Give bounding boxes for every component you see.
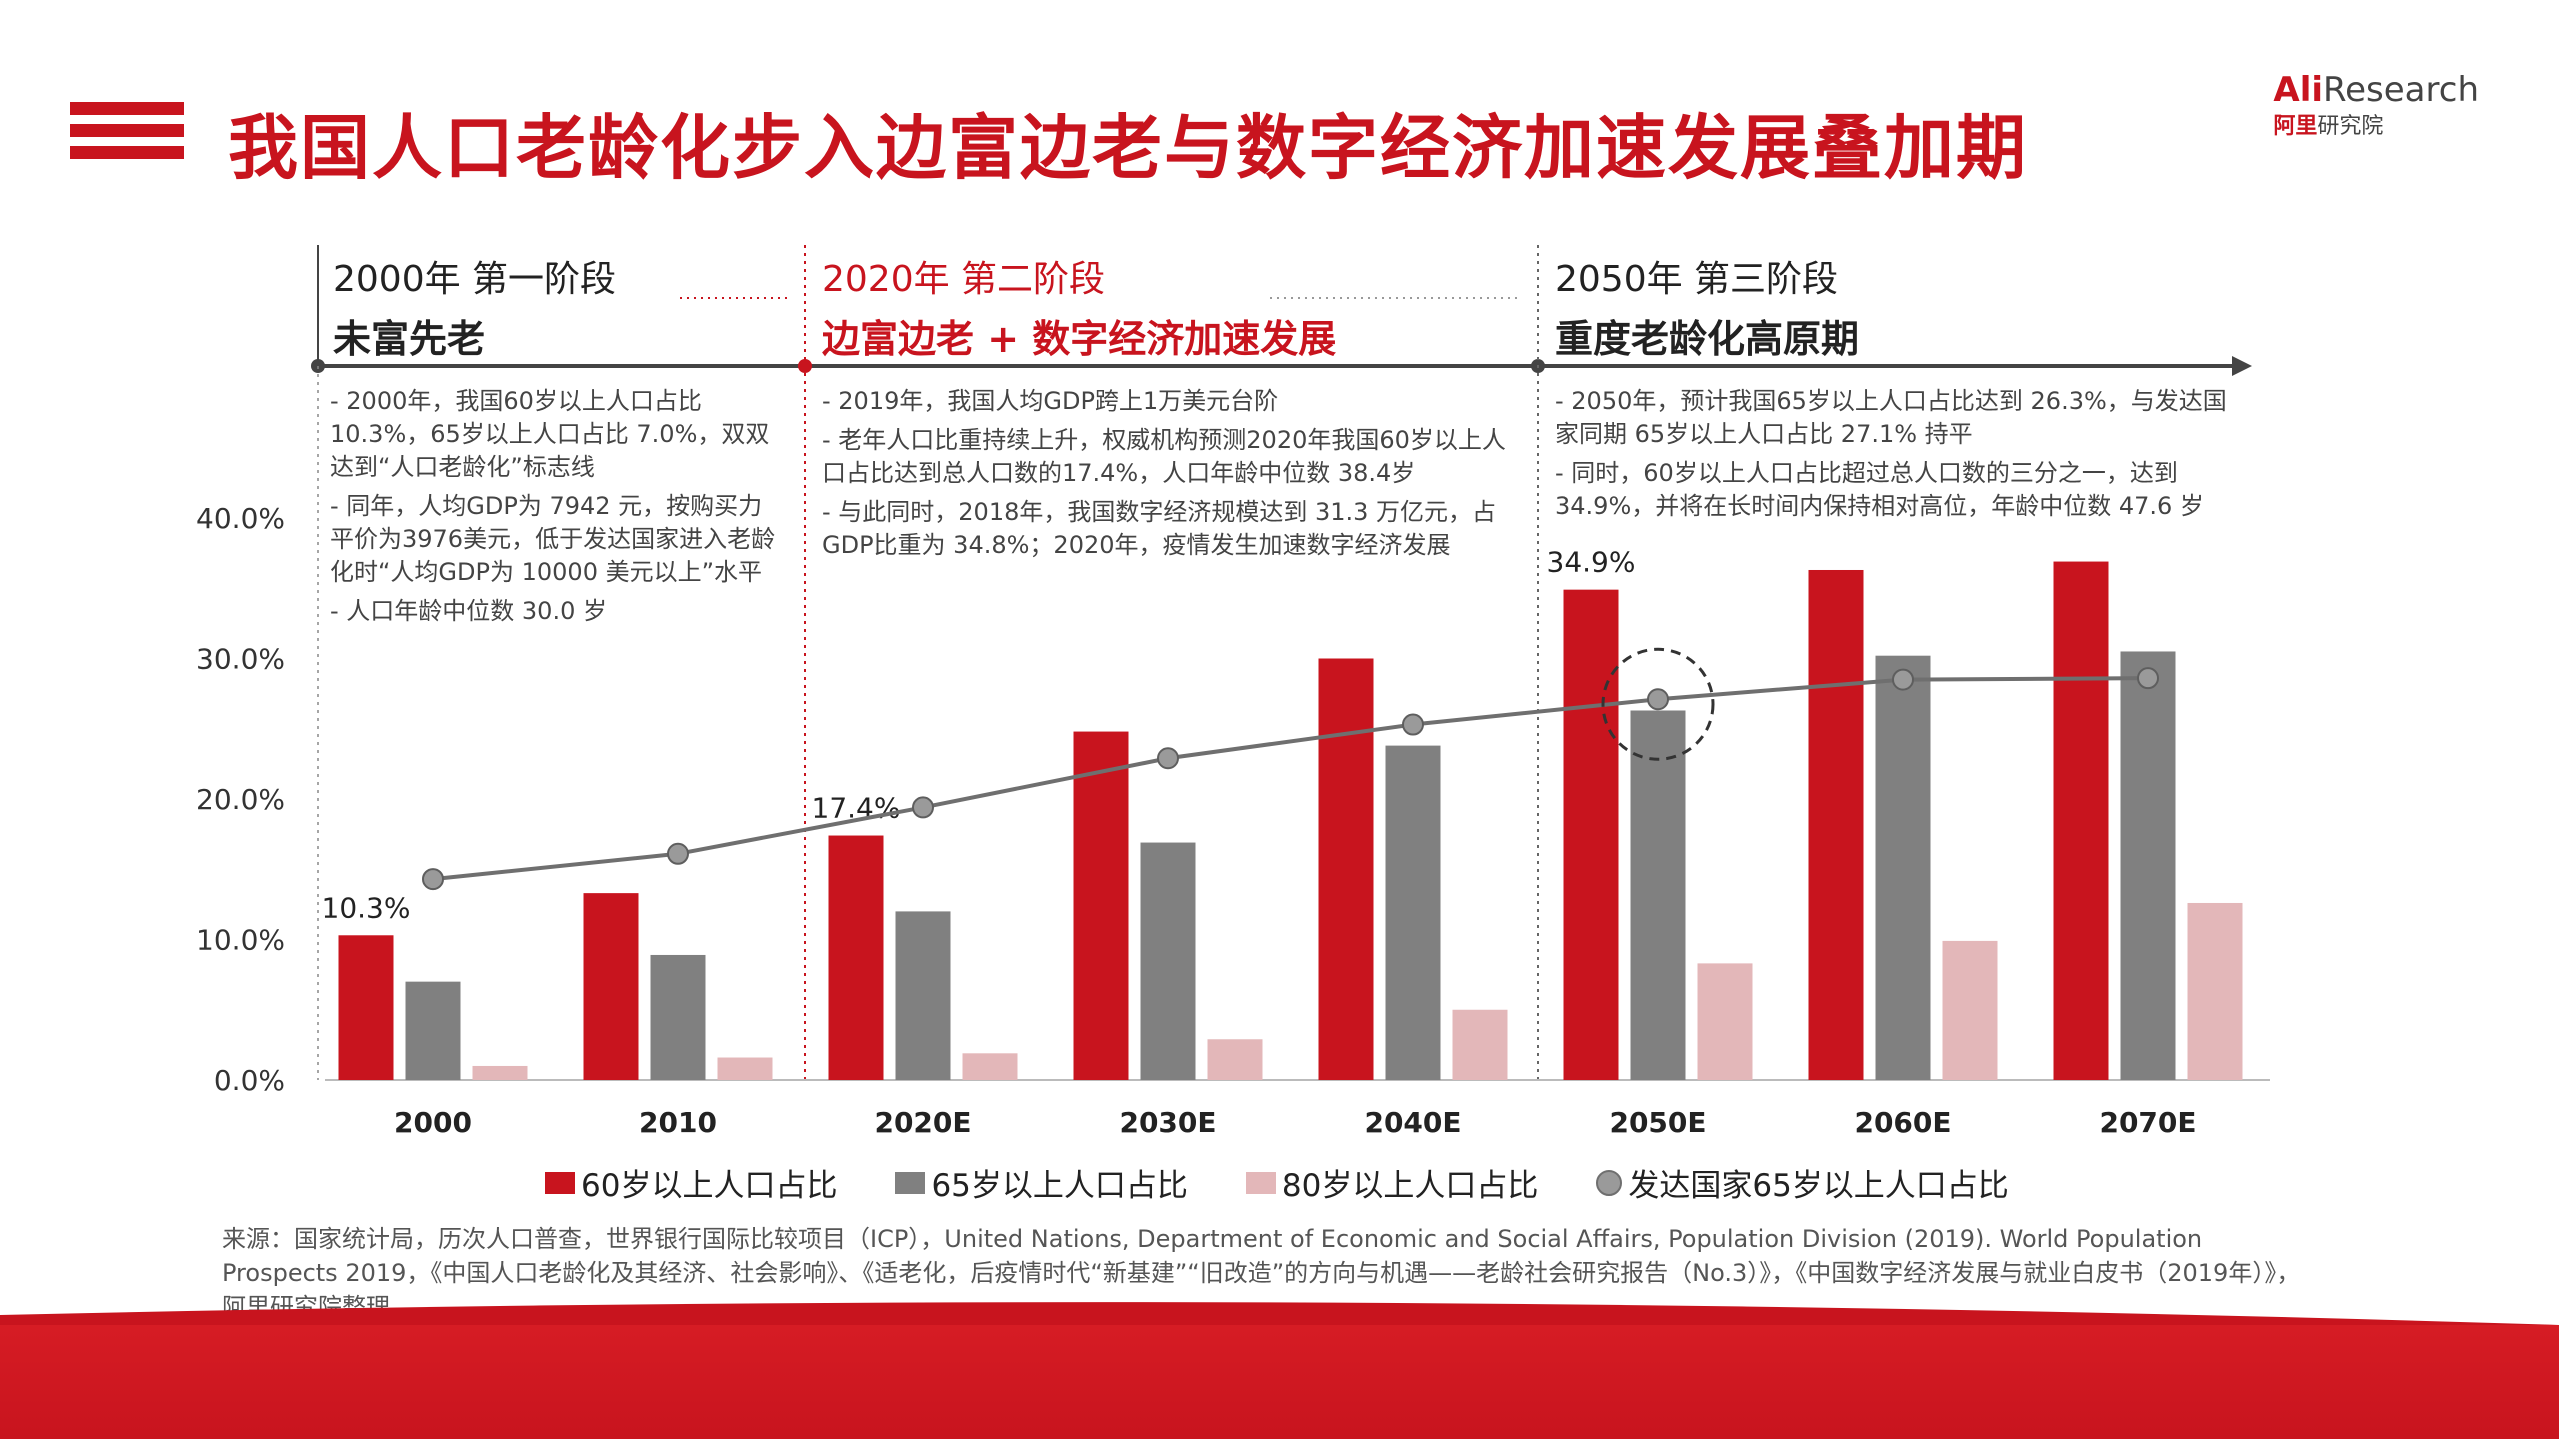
line-point [1157,747,1179,770]
title-bars-icon [70,102,184,168]
stage-3-note: - 同时，60岁以上人口占比超过总人口数的三分之一，达到34.9%，并将在长时间… [1555,459,2204,520]
bar-2-2050e [1630,710,1686,1080]
x-tick-label: 2030E [1119,1106,1216,1139]
x-tick-label: 2060E [1854,1106,1951,1139]
legend-marker-icon [1596,1169,1623,1196]
source-note: 来源：国家统计局，历次人口普查，世界银行国际比较项目（ICP），United N… [222,1225,2301,1321]
data-label: 34.9% [1547,546,1636,579]
bar-3-2030e [1207,1039,1263,1080]
bar-1-2000 [338,935,394,1080]
bar-3-2010 [717,1057,773,1080]
stage-1-note: - 同年，人均GDP为 7942 元，按购买力平价为3976美元，低于发达国家进… [330,492,776,586]
legend-swatch-icon [545,1171,575,1194]
bar-1-2010 [583,893,639,1080]
line-point [1892,668,1914,691]
bar-2-2070e [2120,651,2176,1080]
bar-2-2060e [1875,655,1931,1080]
brand-institute-cn: 研究院 [2317,114,2384,139]
stage-3-notes: - 2050年，预计我国65岁以上人口占比达到 26.3%，与发达国家同期 65… [1555,385,2235,529]
y-tick-label: 10.0% [196,924,285,957]
legend-label: 60岁以上人口占比 [581,1168,838,1204]
bar-3-2040e [1452,1009,1508,1080]
timeline-arrow-icon [2232,356,2252,376]
bar-1-2070e [2053,561,2109,1080]
stage-3-note: - 2050年，预计我国65岁以上人口占比达到 26.3%，与发达国家同期 65… [1555,387,2227,448]
stage-1-note: - 2000年，我国60岁以上人口占比10.3%，65岁以上人口占比 7.0%，… [330,387,770,481]
line-point [667,842,689,865]
bar-1-2050e [1563,589,1619,1080]
legend-item: 60岁以上人口占比 [545,1160,837,1205]
y-tick-label: 20.0% [196,783,285,816]
x-tick-label: 2000 [394,1106,472,1139]
bar-2-2010 [650,954,706,1080]
bar-3-2050e [1697,963,1753,1080]
stage-1-year: 2000年 第一阶段 [333,259,617,300]
x-tick-label: 2020E [874,1106,971,1139]
legend-label: 65岁以上人口占比 [931,1168,1188,1204]
brand-research: Research [2323,70,2479,110]
x-tick-label: 2010 [639,1106,717,1139]
bar-1-2030e [1073,731,1129,1080]
stage-1-notes: - 2000年，我国60岁以上人口占比10.3%，65岁以上人口占比 7.0%，… [330,385,780,634]
stage-3-heading: 2050年 第三阶段 重度老龄化高原期 [1555,250,1859,363]
legend-label: 发达国家65岁以上人口占比 [1628,1168,2009,1204]
brand-logo: AliResearch 阿里研究院 [2273,70,2479,140]
legend-swatch-icon [1245,1171,1276,1194]
stage-2-note: - 老年人口比重持续上升，权威机构预测2020年我国60岁以上人口占比达到总人口… [822,426,1506,487]
bar-1-2020e [828,835,884,1080]
chart-legend: 60岁以上人口占比 65岁以上人口占比 80岁以上人口占比 发达国家65岁以上人… [545,1160,2009,1205]
stage-2-note: - 与此同时，2018年，我国数字经济规模达到 31.3 万亿元，占GDP比重为… [822,498,1497,559]
brand-ali: Ali [2273,70,2324,110]
stage-2-heading: 2020年 第二阶段 边富边老 + 数字经济加速发展 [822,250,1336,363]
x-tick-label: 2040E [1364,1106,1461,1139]
y-tick-label: 40.0% [196,502,285,535]
legend-label: 80岁以上人口占比 [1281,1168,1539,1204]
legend-swatch-icon [895,1171,926,1194]
bar-2-2030e [1140,842,1196,1080]
highlight-circle [1601,647,1715,761]
line-point [422,868,444,891]
stage-2-year: 2020年 第二阶段 [822,259,1106,300]
line-point [912,796,934,819]
stage-2-name: 边富边老 + 数字经济加速发展 [822,317,1337,361]
line-point [1402,713,1424,736]
stage-1-note: - 人口年龄中位数 30.0 岁 [330,597,607,625]
stage-1-name: 未富先老 [333,317,486,361]
x-tick-label: 2050E [1609,1106,1706,1139]
legend-item: 发达国家65岁以上人口占比 [1596,1160,2009,1205]
bar-3-2070e [2187,902,2243,1080]
bar-2-2020e [895,911,951,1080]
line-point [2137,667,2159,690]
bar-3-2060e [1942,940,1998,1080]
bar-3-2000 [472,1065,528,1080]
bar-3-2020e [962,1053,1018,1080]
bar-1-2060e [1808,569,1864,1080]
legend-item: 65岁以上人口占比 [895,1160,1188,1205]
page-title: 我国人口老龄化步入边富边老与数字经济加速发展叠加期 [228,107,2028,189]
stage-3-year: 2050年 第三阶段 [1555,259,1839,300]
brand-ali-cn: 阿里 [2273,114,2318,139]
footer-band [0,1325,2559,1439]
stage-2-note: - 2019年，我国人均GDP跨上1万美元台阶 [822,387,1279,415]
stage-2-notes: - 2019年，我国人均GDP跨上1万美元台阶 - 老年人口比重持续上升，权威机… [822,385,1512,568]
x-tick-label: 2070E [2099,1106,2196,1139]
line-point [1647,688,1669,711]
y-tick-label: 30.0% [196,643,285,676]
developed-countries-line [432,676,2149,882]
y-tick-label: 0.0% [214,1064,285,1097]
bar-1-2040e [1318,658,1374,1080]
data-label: 10.3% [322,891,411,924]
stage-1-heading: 2000年 第一阶段 未富先老 [333,250,616,363]
bar-2-2040e [1385,745,1441,1080]
legend-item: 80岁以上人口占比 [1245,1160,1539,1205]
stage-3-name: 重度老龄化高原期 [1555,317,1860,361]
bar-2-2000 [405,981,461,1080]
